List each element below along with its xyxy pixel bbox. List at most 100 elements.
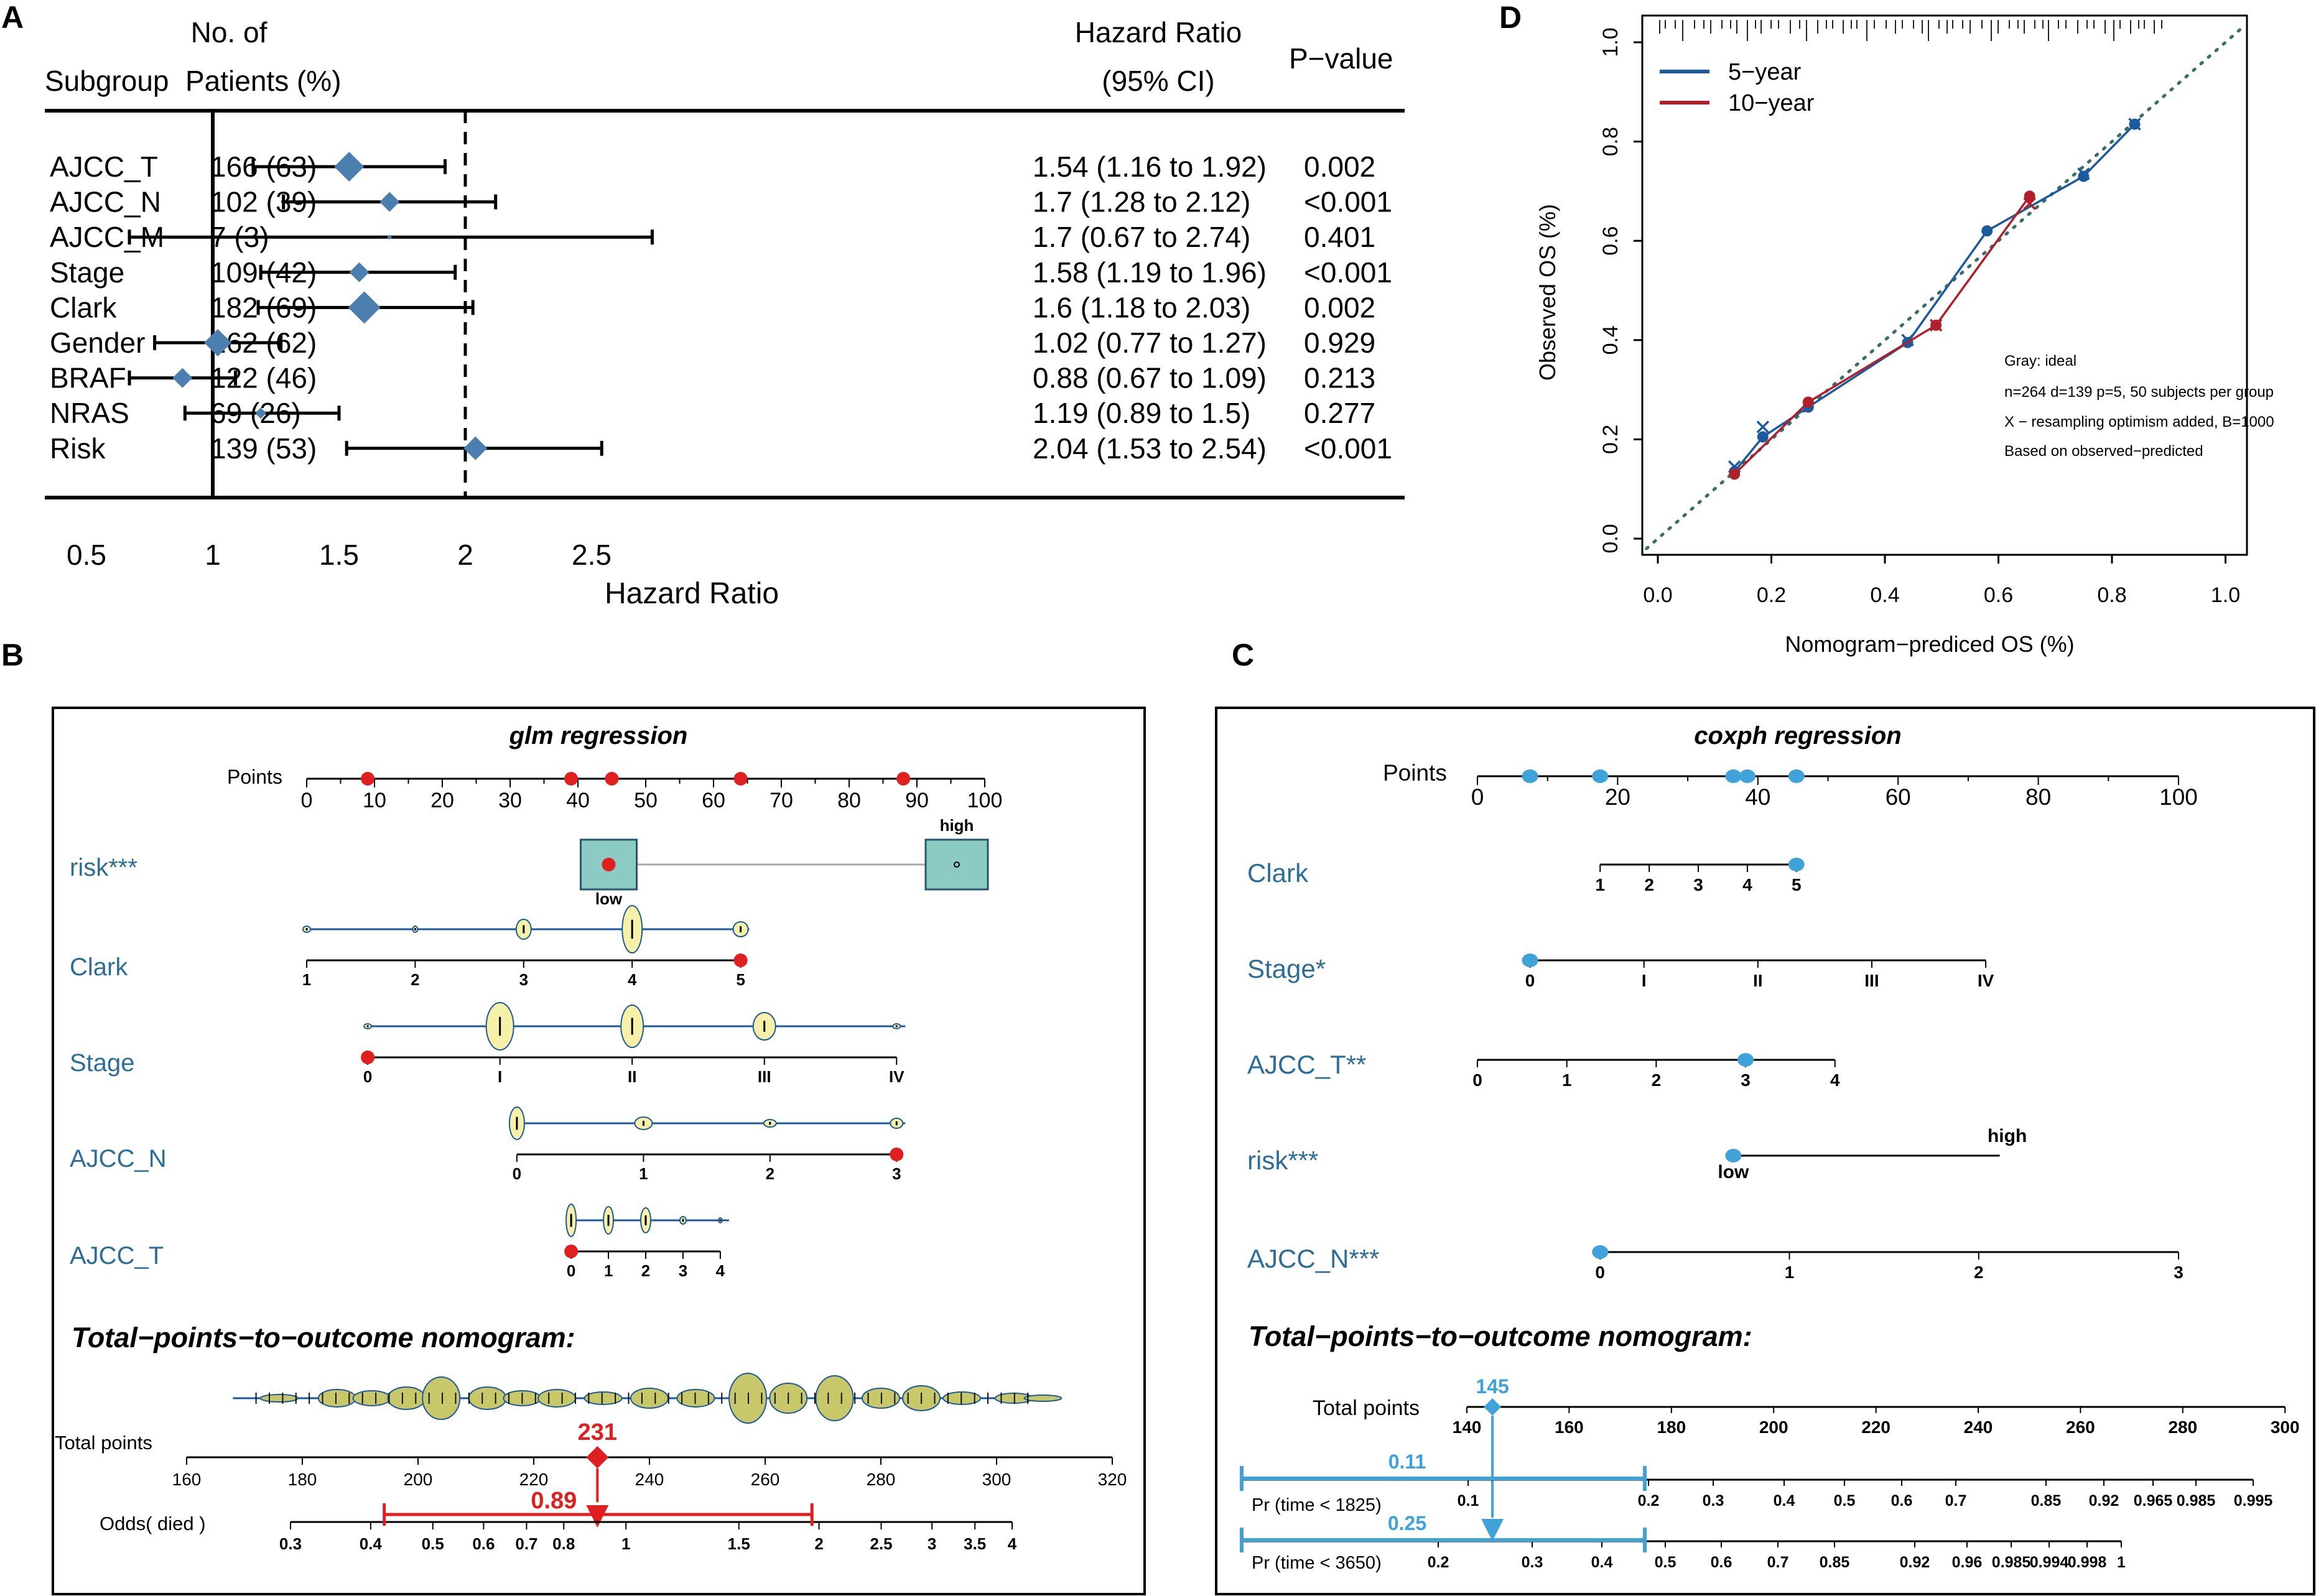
- cox-pr-tick-label: 0.92: [1900, 1554, 1930, 1571]
- cox-points-tick-label: 20: [1605, 784, 1630, 810]
- glm-var-ajcc-n: AJCC_N: [70, 1145, 167, 1172]
- cox-points-tick-label: 0: [1471, 784, 1484, 810]
- cox-pr-tick-label: 0.985: [2177, 1492, 2216, 1510]
- glm-var-level: 0: [513, 1164, 521, 1183]
- glm-var-level: I: [498, 1067, 502, 1086]
- panel-label-c: C: [1232, 638, 1254, 672]
- forest-row-hr: 1.54 (1.16 to 1.92): [1033, 151, 1267, 183]
- glm-total-tick-label: 180: [288, 1470, 317, 1489]
- glm-points-tick-label: 100: [967, 789, 1003, 812]
- cox-var-stage: Stage*: [1247, 954, 1326, 983]
- glm-var-selected: [564, 1245, 579, 1258]
- glm-odds-tick-label: 2: [814, 1534, 823, 1553]
- cox-pr-tick-label: 0.7: [1945, 1492, 1967, 1510]
- glm-var-level: 2: [641, 1261, 650, 1280]
- cox-pr-tick-label: 0.985: [1992, 1554, 2031, 1571]
- glm-drop-arrow: [586, 1505, 609, 1528]
- glm-total-violin: [422, 1376, 461, 1420]
- forest-header-patients-1: No. of: [191, 16, 267, 49]
- cox-var-selected: [1737, 1053, 1754, 1067]
- calibration-y-tick-label: 0.2: [1599, 425, 1622, 454]
- calibration-rug: [1659, 20, 2162, 41]
- cox-total-selected: [1484, 1398, 1502, 1416]
- forest-header-hr-1: Hazard Ratio: [1075, 16, 1242, 49]
- glm-total-violin: [317, 1389, 356, 1408]
- cox-var-ajcc-n: AJCC_N***: [1247, 1244, 1379, 1273]
- glm-var-level: II: [628, 1067, 636, 1086]
- cox-pr-tick-label: 0.995: [2234, 1492, 2273, 1510]
- forest-row-name: Gender: [50, 327, 145, 359]
- cox-pr-tick-label: 0.96: [1952, 1554, 1983, 1571]
- glm-total-tick-label: 300: [982, 1470, 1012, 1489]
- glm-frame: [52, 707, 1146, 1595]
- cox-var-level: 0: [1472, 1070, 1482, 1090]
- glm-total-points-label: Total points: [55, 1432, 152, 1454]
- forest-hr-point: [379, 192, 400, 212]
- forest-row-name: NRAS: [50, 397, 129, 429]
- glm-odds-tick-label: 0.8: [552, 1534, 575, 1553]
- calibration-y-tick-label: 0.6: [1599, 226, 1622, 256]
- forest-row-hr: 0.88 (0.67 to 1.09): [1033, 362, 1267, 394]
- forest-row-pvalue: <0.001: [1304, 186, 1392, 218]
- cox-var-level: 0: [1595, 1263, 1605, 1282]
- glm-total-tick-label: 320: [1098, 1470, 1127, 1489]
- cox-total-tick-label: 280: [2168, 1417, 2197, 1437]
- cox-pr-tick-label: 0.1: [1458, 1492, 1479, 1510]
- cox-pr-tick-label: 0.3: [1522, 1554, 1543, 1571]
- glm-var-selected: [361, 1051, 375, 1064]
- glm-var-risk: risk***: [70, 854, 137, 881]
- glm-total-violin: [584, 1391, 623, 1405]
- panel-d: D 0.0 0.2 0.4 0.6 0.8 1.0 0.0 0.2 0.4 0.6 0.8 1.0 5…: [1499, 0, 2274, 657]
- calibration-y-tick-label: 1.0: [1599, 27, 1622, 57]
- cox-points-tick-label: 80: [2025, 784, 2051, 810]
- cox-total-tick-label: 180: [1657, 1417, 1686, 1437]
- glm-points-tick-label: 60: [702, 789, 725, 812]
- forest-row-hr: 1.7 (1.28 to 2.12): [1033, 186, 1250, 218]
- calibration-note-4: Based on observed−predicted: [2004, 443, 2203, 460]
- glm-var-ajcc-t: AJCC_T: [70, 1242, 164, 1269]
- forest-row-pvalue: 0.929: [1304, 327, 1375, 359]
- forest-header-subgroup: Subgroup: [45, 65, 169, 97]
- forest-row-hr: 1.19 (0.89 to 1.5): [1033, 397, 1250, 429]
- calibration-plot: [1645, 26, 2244, 550]
- cox-var-selected: [1725, 1149, 1742, 1162]
- cox-pr1825-selected-label: 0.11: [1388, 1450, 1426, 1473]
- glm-risk-low-label: low: [595, 889, 623, 908]
- forest-row-hr: 1.7 (0.67 to 2.74): [1033, 221, 1250, 253]
- glm-odds-tick-label: 1.5: [728, 1534, 750, 1553]
- glm-total-violin: [468, 1386, 507, 1410]
- cox-frame: [1215, 707, 2315, 1595]
- cox-pr-tick-label: 0.994: [2030, 1554, 2069, 1571]
- forest-row-name: AJCC_N: [50, 186, 161, 218]
- cox-total-tick-label: 140: [1453, 1417, 1482, 1437]
- calibration-xlabel: Nomogram−prediced OS (%): [1785, 631, 2074, 657]
- cox-pr-tick-label: 0.998: [2068, 1554, 2107, 1571]
- cox-total-points-label: Total points: [1313, 1396, 1420, 1420]
- glm-odds-tick-label: 4: [1008, 1534, 1017, 1553]
- forest-row-name: AJCC_T: [50, 151, 158, 183]
- forest-hr-point: [334, 152, 365, 182]
- calibration-x-tick-label: 0.6: [1984, 583, 2013, 607]
- cox-pr-tick-label: 0.85: [2031, 1492, 2062, 1510]
- glm-odds-tick-label: 0.4: [360, 1534, 383, 1553]
- cox-pr-tick-label: 0.4: [1774, 1492, 1795, 1510]
- glm-var-level: 2: [766, 1164, 774, 1183]
- glm-var-level: 3: [892, 1164, 901, 1183]
- calibration-y-tick-label: 0.0: [1599, 524, 1622, 553]
- calibration-x-tick-label: 0.8: [2097, 583, 2126, 607]
- calibration-line-10-year: [1733, 195, 2031, 475]
- calibration-point: [1757, 431, 1769, 443]
- calibration-x-tick-label: 0.0: [1643, 583, 1672, 607]
- calibration-axes: 0.0 0.2 0.4 0.6 0.8 1.0 0.0 0.2 0.4 0.6 0.8 1.0: [1599, 27, 2240, 607]
- glm-odds-tick-label: 0.6: [472, 1534, 495, 1553]
- glm-var-level: 3: [679, 1261, 687, 1280]
- cox-var-level: 2: [1644, 875, 1654, 894]
- cox-var-risk: risk***: [1247, 1146, 1318, 1175]
- glm-var-level: 4: [628, 970, 637, 989]
- forest-row-pvalue: 0.213: [1304, 362, 1375, 394]
- cox-var-selected: [1788, 858, 1805, 871]
- calibration-ylabel: Observed OS (%): [1535, 204, 1560, 381]
- calibration-x-mark: [2077, 167, 2090, 180]
